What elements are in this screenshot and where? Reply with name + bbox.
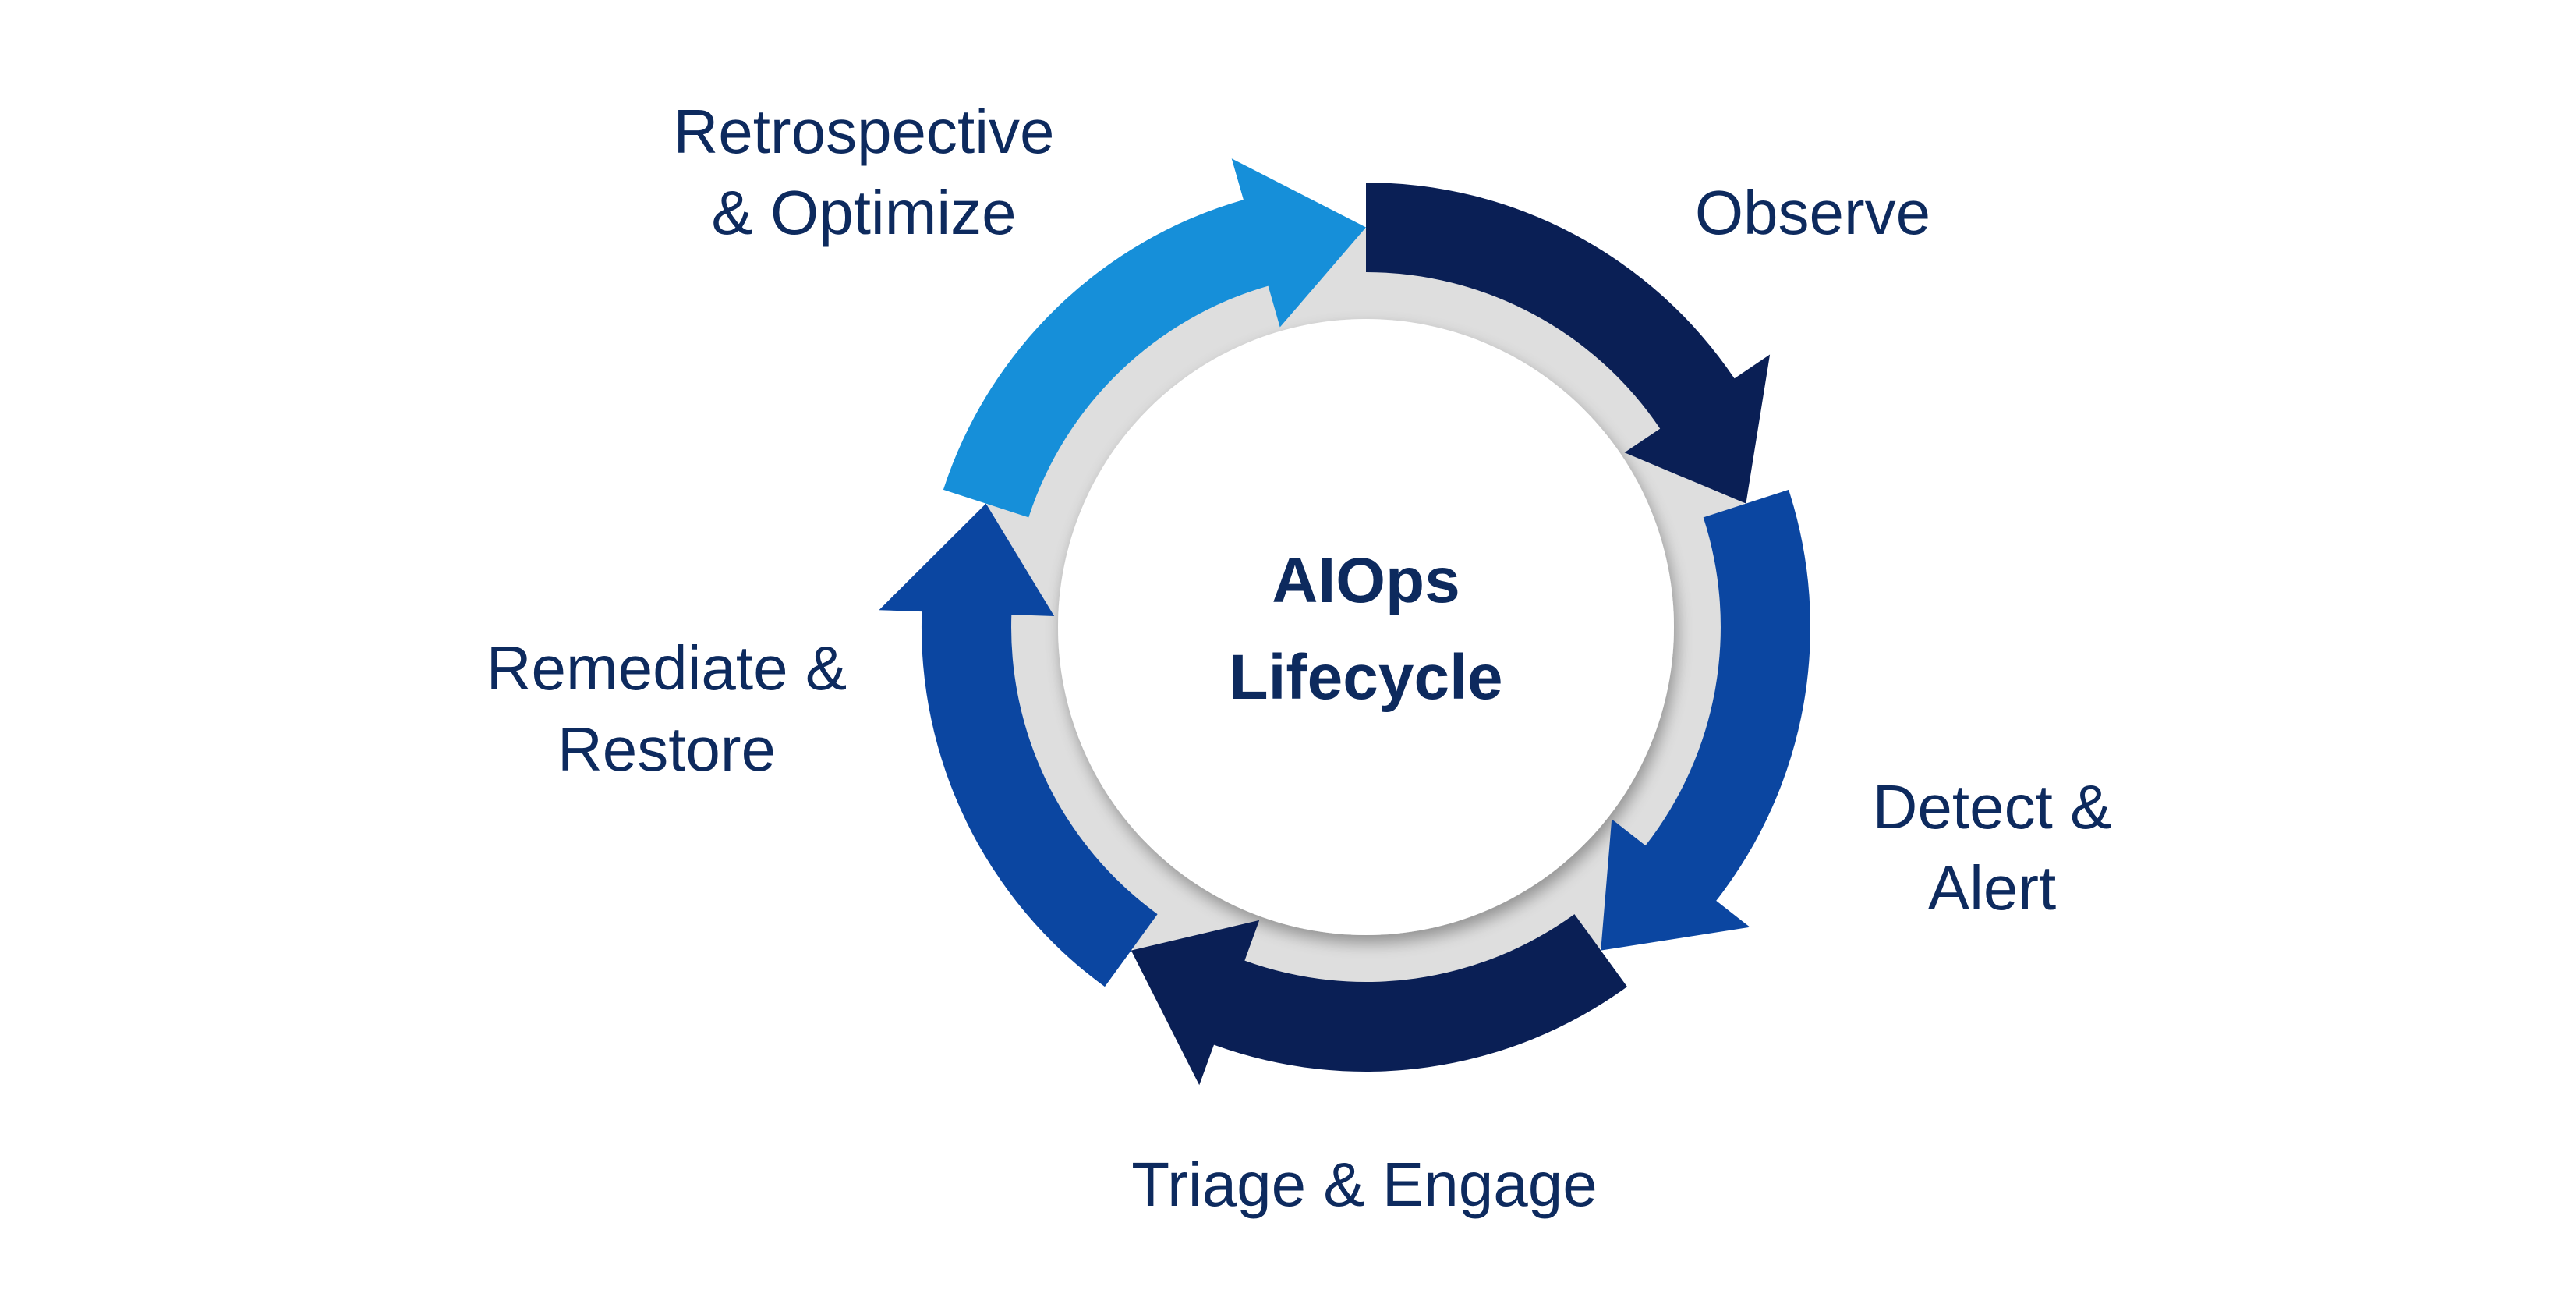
label-detect-alert-line1: Detect &: [1873, 772, 2112, 842]
arrow-retrospective-optimize: [943, 158, 1366, 518]
label-detect-alert-line2: Alert: [1928, 853, 2057, 923]
label-remediate-restore-line1: Remediate &: [487, 633, 847, 703]
center-title-line1: AIOps: [1272, 545, 1460, 616]
cycle-arrows: [879, 158, 1810, 1086]
arrow-observe: [1366, 182, 1771, 504]
label-remediate-restore-line2: Restore: [557, 714, 776, 784]
inner-disc: [1058, 319, 1674, 935]
label-retrospective-optimize-line1: Retrospective: [673, 97, 1054, 166]
label-retrospective-optimize-line2: & Optimize: [711, 178, 1016, 247]
arrow-remediate-restore: [879, 503, 1158, 987]
label-observe: Observe: [1695, 178, 1930, 247]
center-title-line2: Lifecycle: [1230, 642, 1503, 713]
arrow-detect-alert: [1601, 489, 1810, 951]
arrow-triage-engage: [1131, 914, 1627, 1086]
label-triage-engage: Triage & Engage: [1131, 1150, 1597, 1219]
